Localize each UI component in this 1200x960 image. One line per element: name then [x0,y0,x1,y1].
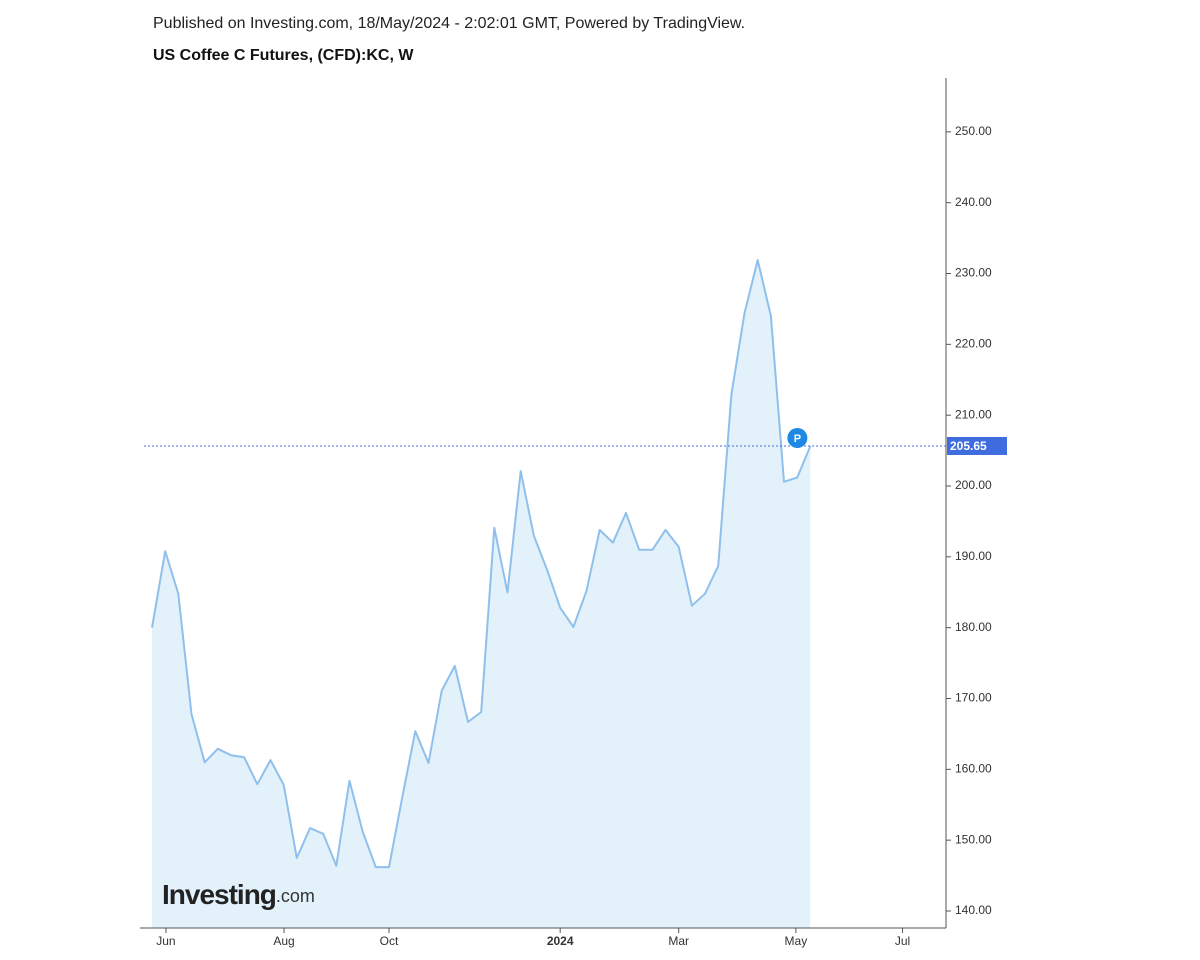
y-tick-label: 150.00 [955,832,992,846]
y-tick-label: 190.00 [955,549,992,563]
y-tick-label: 200.00 [955,478,992,492]
y-tick-label: 140.00 [955,903,992,917]
x-tick-label: Jun [156,934,175,948]
area-fill [151,260,811,928]
chart-subtitle: Published on Investing.com, 18/May/2024 … [153,15,745,32]
y-tick-label: 250.00 [955,124,992,138]
last-price-label: 205.65 [950,439,987,453]
last-price-box [947,436,1007,455]
price-line [151,259,812,869]
x-tick-label: 2024 [547,934,574,948]
x-tick-label: Oct [380,934,399,948]
logo: Investing.com [162,879,315,910]
p-marker [787,427,808,448]
p-marker-label: P [794,433,801,445]
logo-main: Investing [162,879,276,910]
x-tick-label: Mar [668,934,689,948]
y-tick-label: 180.00 [955,620,992,634]
y-tick-label: 240.00 [955,195,992,209]
logo-suffix: .com [276,886,315,906]
y-tick-label: 170.00 [955,691,992,705]
y-tick-label: 210.00 [955,407,992,421]
y-tick-label: 220.00 [955,337,992,351]
chart-title: US Coffee C Futures, (CFD):KC, W [153,47,414,64]
x-tick-label: Aug [273,934,294,948]
y-tick-label: 230.00 [955,266,992,280]
x-tick-label: May [785,934,808,948]
y-tick-label: 160.00 [955,762,992,776]
x-tick-label: Jul [895,934,910,948]
